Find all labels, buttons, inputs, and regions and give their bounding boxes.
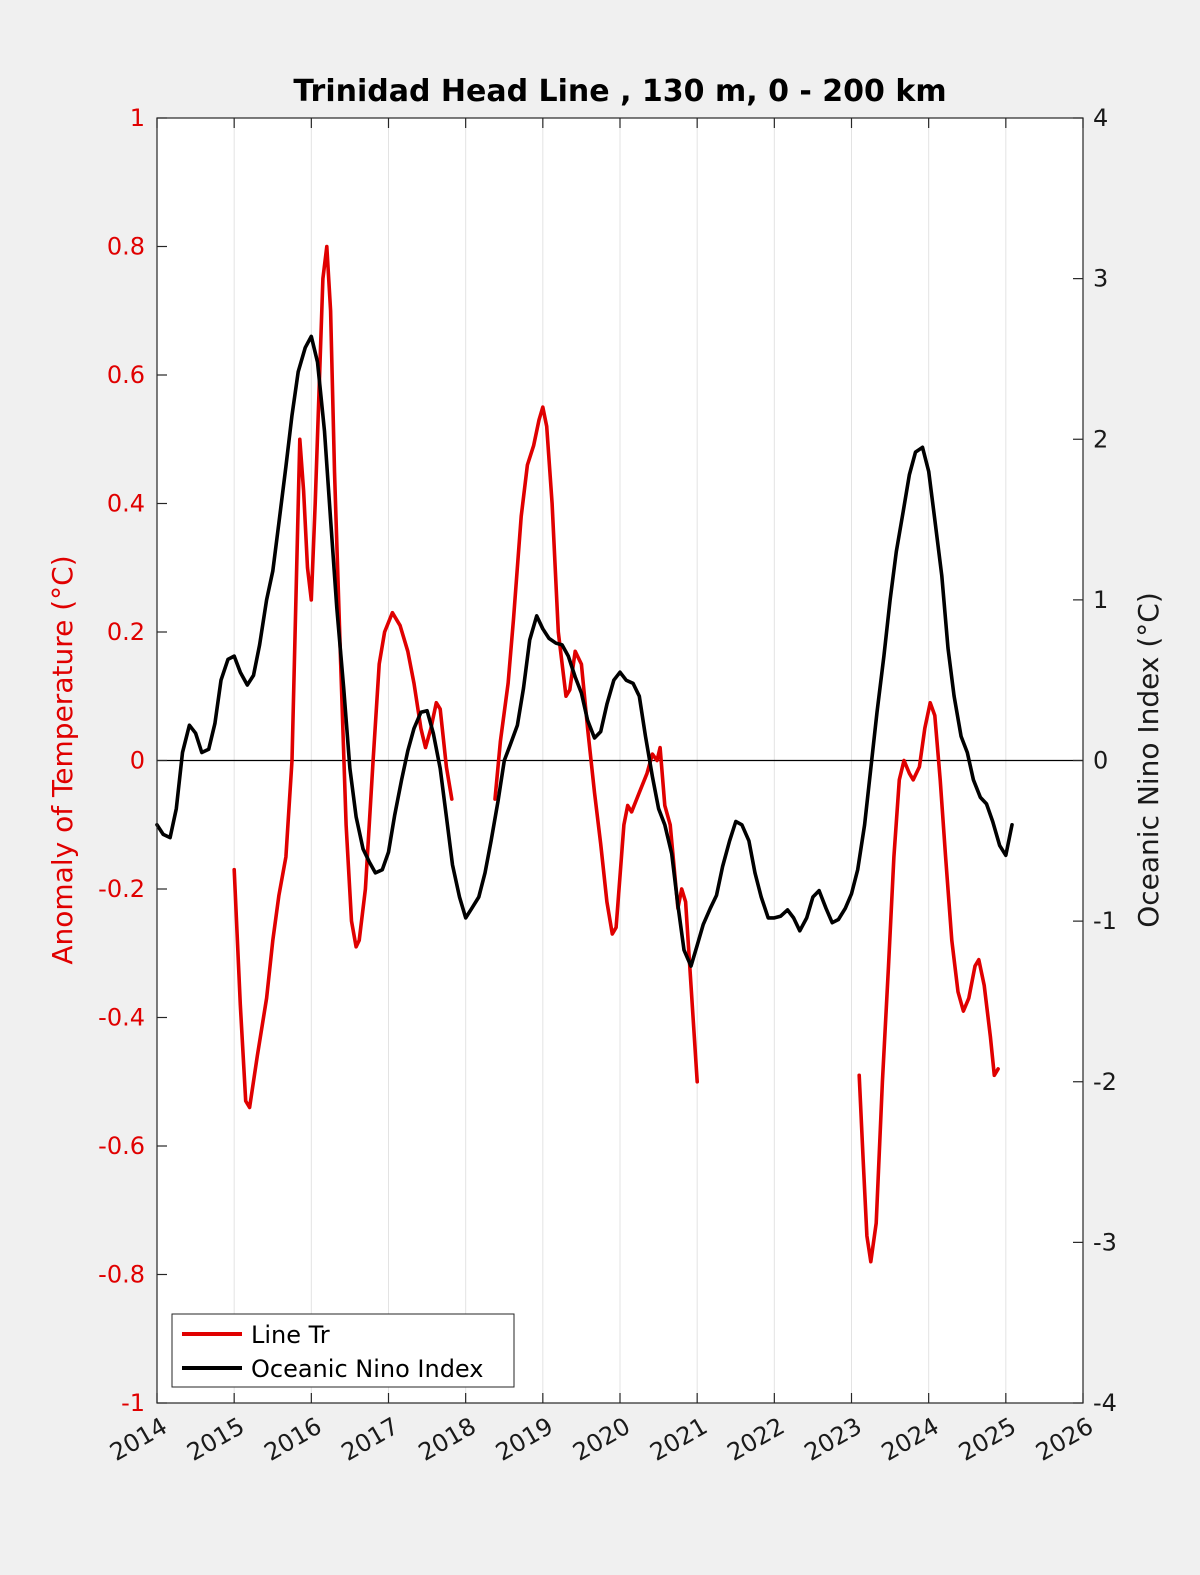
legend-label-line-tr: Line Tr (251, 1321, 330, 1349)
left-tick-label: -0.8 (98, 1261, 145, 1289)
left-tick-label: 0.8 (107, 233, 145, 261)
x-tick-label: 2022 (722, 1412, 789, 1467)
x-tick-label: 2016 (259, 1412, 326, 1467)
x-tick-label: 2026 (1031, 1412, 1098, 1467)
series-oceanic-nino-index-line-segment-1 (155, 334, 1014, 968)
x-tick-label: 2015 (182, 1412, 249, 1467)
right-tick-label: -4 (1093, 1389, 1117, 1417)
x-axis-tick-labels: 2014 2015 2016 2017 2018 2019 2020 2021 2022 2023… (105, 1412, 1098, 1467)
right-tick-label: 1 (1093, 586, 1108, 614)
right-tick-label: 2 (1093, 425, 1108, 453)
x-tick-label: 2020 (568, 1412, 635, 1467)
x-tick-label: 2018 (414, 1412, 481, 1467)
right-tick-label: 4 (1093, 104, 1108, 132)
legend-box (171, 1313, 515, 1388)
right-axis-label: Oceanic Nino Index (°C) (1132, 592, 1165, 928)
right-tick-label: -1 (1093, 907, 1117, 935)
series-line-tr-line-segment-3 (857, 700, 1000, 1264)
legend-label-oni: Oceanic Nino Index (251, 1355, 483, 1383)
x-tick-label: 2017 (337, 1412, 404, 1467)
left-axis-tick-labels: -1 -0.8 -0.6 -0.4 -0.2 0 0.2 0.4 0.6 0.8 1 (98, 104, 145, 1417)
x-tick-label: 2023 (800, 1412, 867, 1467)
x-tick-label: 2025 (954, 1412, 1021, 1467)
right-tick-label: 3 (1093, 265, 1108, 293)
tick-marks (156, 117, 1084, 1404)
series-line-tr-line-segment-1 (232, 244, 454, 1110)
left-tick-label: -0.4 (98, 1004, 145, 1032)
right-tick-label: -3 (1093, 1228, 1117, 1256)
legend: Line Tr Oceanic Nino Index (171, 1313, 515, 1388)
left-tick-label: -1 (121, 1389, 145, 1417)
left-axis-label: Anomaly of Temperature (°C) (46, 555, 79, 964)
left-tick-label: 0 (130, 747, 145, 775)
left-tick-label: -0.2 (98, 875, 145, 903)
left-tick-label: 0.4 (107, 490, 145, 518)
right-tick-label: 0 (1093, 747, 1108, 775)
chart-title: Trinidad Head Line , 130 m, 0 - 200 km (293, 74, 946, 109)
x-tick-label: 2019 (491, 1412, 558, 1467)
right-axis-tick-labels: -4 -3 -2 -1 0 1 2 3 4 (1093, 104, 1117, 1417)
left-tick-label: 1 (130, 104, 145, 132)
series-layer (155, 244, 1014, 1264)
left-tick-label: 0.6 (107, 361, 145, 389)
left-tick-label: -0.6 (98, 1132, 145, 1160)
x-tick-label: 2021 (645, 1412, 712, 1467)
x-tick-label: 2014 (105, 1412, 172, 1467)
x-tick-label: 2024 (877, 1412, 944, 1467)
right-tick-label: -2 (1093, 1068, 1117, 1096)
left-tick-label: 0.2 (107, 618, 145, 646)
series-line-tr-line-segment-2 (493, 405, 699, 1084)
